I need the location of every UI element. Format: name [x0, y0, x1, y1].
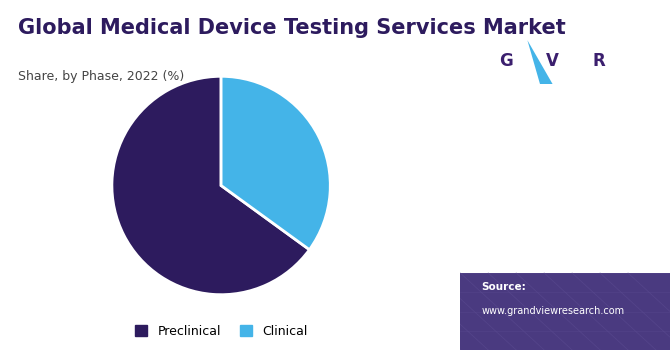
Text: GRAND VIEW RESEARCH: GRAND VIEW RESEARCH — [504, 103, 626, 112]
Text: R: R — [592, 52, 605, 70]
Text: $8.1B: $8.1B — [511, 134, 619, 167]
FancyBboxPatch shape — [486, 38, 527, 84]
Text: Share, by Phase, 2022 (%): Share, by Phase, 2022 (%) — [18, 70, 185, 83]
Text: G: G — [500, 52, 513, 70]
Text: www.grandviewresearch.com: www.grandviewresearch.com — [481, 306, 624, 316]
FancyBboxPatch shape — [531, 38, 574, 84]
Legend: Preclinical, Clinical: Preclinical, Clinical — [130, 320, 312, 343]
Wedge shape — [221, 76, 330, 250]
Text: V: V — [546, 52, 559, 70]
Wedge shape — [112, 76, 310, 295]
Text: Global Medical Device Testing Services Market: Global Medical Device Testing Services M… — [18, 18, 566, 37]
FancyBboxPatch shape — [460, 273, 670, 350]
Text: Source:: Source: — [481, 282, 526, 292]
Polygon shape — [527, 40, 553, 84]
FancyBboxPatch shape — [578, 38, 620, 84]
Text: 2022: 2022 — [549, 229, 581, 242]
Text: Global Market Size,: Global Market Size, — [505, 205, 626, 218]
